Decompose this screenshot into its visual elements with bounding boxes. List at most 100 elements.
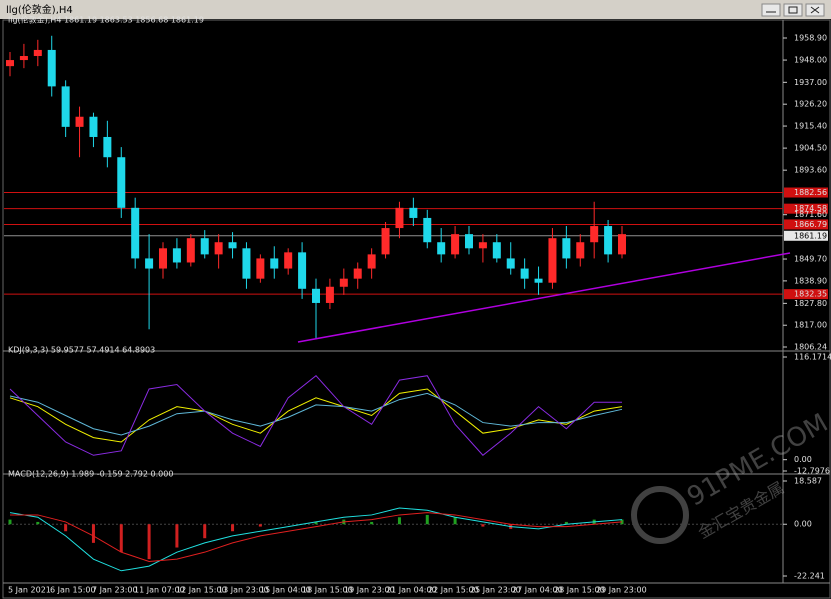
candle-body — [6, 60, 14, 67]
time-label: 6 Jan 15:00 — [50, 586, 96, 595]
candle-body — [298, 252, 307, 289]
candle-body — [61, 86, 70, 127]
y-tick-label: 116.1714 — [794, 353, 831, 362]
time-label: 11 Jan 07:00 — [134, 586, 185, 595]
time-label: 12 Jan 15:00 — [176, 586, 227, 595]
time-label: 22 Jan 15:00 — [428, 586, 479, 595]
candle-body — [200, 238, 209, 255]
candle-body — [19, 56, 28, 61]
candle-body — [186, 238, 195, 263]
y-tick-label: 1904.50 — [794, 144, 827, 153]
candle-body — [103, 136, 112, 158]
histogram-bar — [36, 521, 40, 525]
histogram-bar — [64, 524, 68, 532]
level-tag — [784, 187, 828, 198]
candle-body — [256, 258, 265, 279]
candle-body — [506, 258, 515, 269]
candle-body — [437, 242, 446, 255]
y-tick-label: 0.00 — [794, 520, 812, 529]
level-label: 1866.79 — [794, 220, 827, 229]
y-tick-label: -12.7976 — [794, 467, 830, 476]
y-tick-label: 18.587 — [794, 477, 822, 486]
time-label: 28 Jan 15:00 — [554, 586, 605, 595]
pane-title: MACD(12,26,9) 1.989 -0.159 2.792 0.000 — [8, 470, 173, 479]
maximize-button[interactable] — [783, 3, 803, 17]
candle-body — [270, 258, 279, 269]
indicator-line — [9, 388, 623, 443]
candle-body — [395, 207, 404, 229]
y-tick-label: 1871.60 — [794, 210, 827, 219]
candle-body — [242, 248, 251, 279]
close-icon — [810, 6, 820, 14]
candle-body — [145, 258, 154, 269]
level-tag — [784, 203, 828, 214]
y-tick-label: 1926.20 — [794, 100, 827, 109]
histogram-bar — [453, 517, 457, 525]
candle-body — [33, 49, 42, 57]
candle-body — [465, 234, 473, 249]
candle-body — [172, 248, 181, 263]
level-label: 1882.56 — [794, 188, 827, 197]
candle-body — [451, 234, 460, 255]
histogram-bar — [314, 521, 318, 525]
histogram-bar — [203, 524, 207, 539]
current-price-tag — [784, 230, 828, 241]
candle-body — [228, 242, 237, 249]
time-label: 13 Jan 23:00 — [218, 586, 269, 595]
candle-body — [89, 116, 98, 137]
level-tag — [784, 289, 828, 300]
trend-line — [297, 252, 791, 343]
candle-body — [75, 116, 84, 127]
candle-body — [520, 268, 529, 279]
current-price-label: 1861.19 — [794, 231, 827, 240]
candle-body — [131, 207, 140, 259]
y-tick-label: 1806.24 — [794, 343, 827, 352]
histogram-bar — [147, 524, 151, 560]
candle-body — [548, 238, 557, 283]
y-tick-label: 0.00 — [794, 455, 812, 464]
candle-body — [367, 254, 376, 269]
candle-body — [590, 226, 599, 243]
candle-body — [312, 288, 320, 303]
y-tick-label: 1849.70 — [794, 255, 827, 264]
time-label: 5 Jan 2021 — [8, 586, 51, 595]
candle-body — [353, 268, 362, 279]
candle-body — [423, 217, 432, 243]
candle-body — [117, 157, 126, 208]
y-tick-label: 1937.00 — [794, 78, 827, 87]
level-tag — [784, 219, 828, 230]
time-label: 27 Jan 04:00 — [512, 586, 563, 595]
candle-body — [478, 242, 487, 249]
level-label: 1874.58 — [794, 204, 827, 213]
candle-body — [325, 286, 334, 303]
candle-body — [339, 278, 348, 287]
y-tick-label: 1948.00 — [794, 56, 827, 65]
candle-body — [618, 234, 626, 255]
candle-body — [47, 49, 56, 87]
y-tick-label: 1893.60 — [794, 166, 827, 175]
level-label: 1832.35 — [794, 290, 827, 299]
y-tick-label: 1838.90 — [794, 276, 827, 285]
minimize-button[interactable] — [761, 3, 781, 17]
macd-line — [10, 512, 623, 562]
candle-body — [214, 242, 223, 255]
time-label: 29 Jan 23:00 — [596, 586, 647, 595]
candle-body — [492, 242, 501, 259]
y-tick-label: 1915.40 — [794, 122, 827, 131]
y-tick-label: 1817.00 — [794, 321, 827, 330]
y-tick-label: -22.241 — [794, 572, 825, 581]
histogram-bar — [564, 521, 568, 525]
candle-body — [534, 278, 543, 283]
candle-body — [604, 226, 613, 255]
candle-body — [284, 252, 293, 269]
candle-body — [576, 242, 585, 259]
time-label: 7 Jan 23:00 — [92, 586, 138, 595]
histogram-bar — [481, 524, 485, 527]
y-tick-label: 1958.90 — [794, 34, 827, 43]
time-label: 15 Jan 04:00 — [260, 586, 311, 595]
histogram-bar — [119, 524, 123, 553]
histogram-bar — [397, 517, 401, 525]
pane-title: llg(伦敦金),H4 1861.19 1863.53 1856.68 1861… — [8, 15, 204, 25]
